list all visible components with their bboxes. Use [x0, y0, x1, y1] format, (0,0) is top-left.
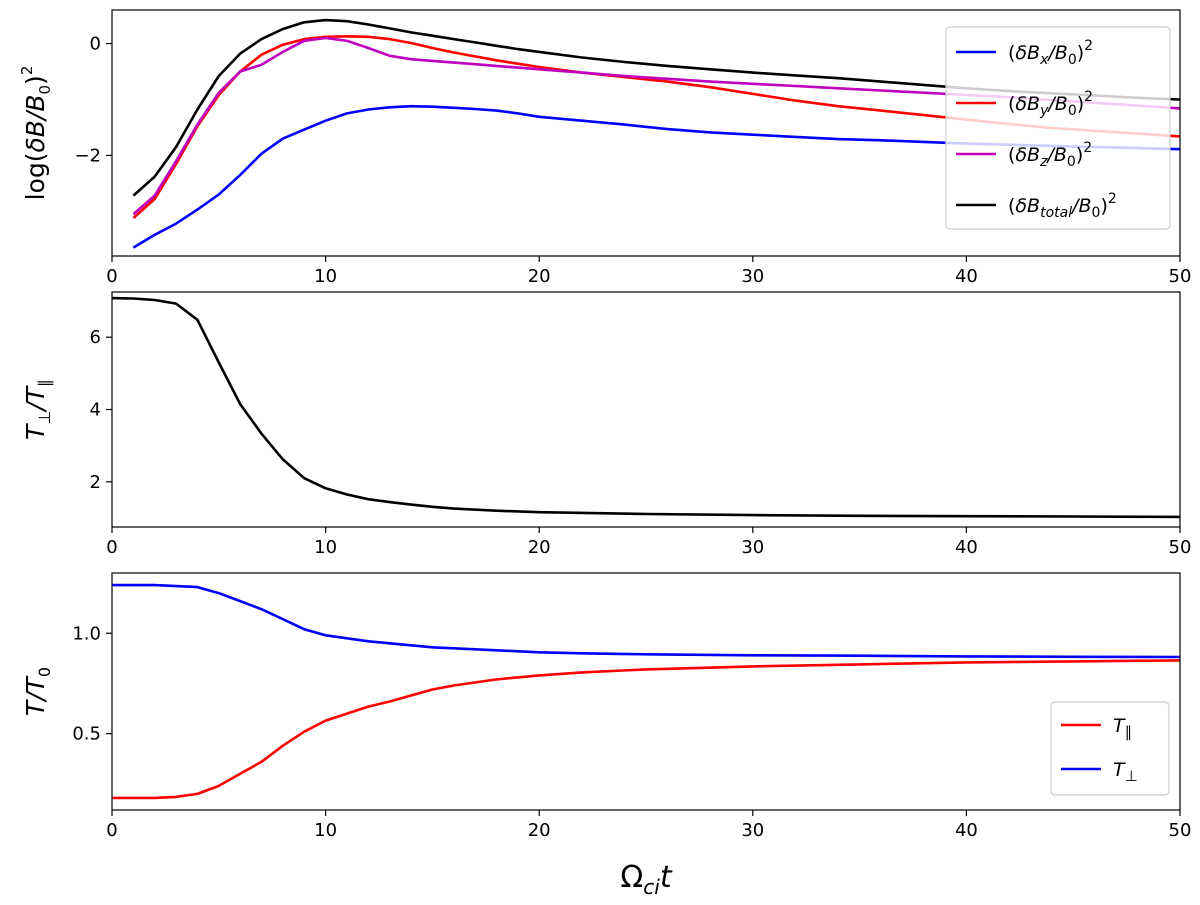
- legend-box: [945, 26, 1171, 230]
- axes-frame: [111, 9, 1181, 257]
- x-tick-label: 40: [955, 820, 978, 841]
- y-tick-label: −2: [74, 145, 101, 166]
- x-tick-label: 0: [106, 537, 117, 558]
- y-tick-label: 4: [90, 400, 101, 421]
- y-axis-label: T⊥/T∥: [21, 379, 54, 440]
- x-tick-label: 30: [741, 537, 764, 558]
- legend-label: (δBx/B0)2: [1008, 38, 1093, 68]
- legend-label: T∥: [1113, 715, 1132, 741]
- series-line-p0-1: [132, 34, 1180, 219]
- x-tick-label: 40: [955, 537, 978, 558]
- x-tick-label: 20: [528, 537, 551, 558]
- subplot-3: 0 10 20 30 40 50 0.5 1.0 T/T0 Ωcit T∥ T⊥: [21, 572, 1192, 899]
- subplot-2: 0 10 20 30 40 50 2 4 6 T⊥/T∥: [21, 291, 1192, 558]
- axes-frame: [111, 572, 1181, 811]
- x-tick-label: 40: [955, 266, 978, 287]
- y-tick-label: 6: [90, 327, 101, 348]
- x-tick-label: 50: [1169, 537, 1192, 558]
- series-line-p2-1: [112, 583, 1180, 659]
- x-tick-label: 20: [528, 820, 551, 841]
- x-tick-label: 30: [741, 820, 764, 841]
- legend: (δBx/B0)2(δBy/B0)2(δBz/B0)2(δBtotal/B0)2: [945, 26, 1171, 230]
- y-tick-label: 2: [90, 472, 101, 493]
- x-tick-label: 10: [314, 537, 337, 558]
- series-line-p1: [112, 296, 1180, 519]
- x-axis-label: Ωcit: [620, 860, 673, 899]
- x-tick-label: 50: [1169, 820, 1192, 841]
- series-line-p0-2: [132, 36, 1180, 216]
- legend-box: [1050, 701, 1170, 796]
- y-tick-label: 0: [90, 34, 101, 55]
- legend-label: T⊥: [1113, 759, 1138, 785]
- x-tick-label: 10: [314, 820, 337, 841]
- subplot-1: 0 10 20 30 40 50 0 −2 log(δB/B0)2 (δBx/B0)2 (δBy/B…: [18, 9, 1192, 287]
- plot-area: [132, 18, 1180, 249]
- x-tick-label: 0: [106, 820, 117, 841]
- series-line-p2-0: [112, 659, 1180, 800]
- legend-label: (δBy/B0)2: [1008, 89, 1093, 119]
- legend: T∥ T⊥: [1050, 701, 1170, 796]
- x-tick-label: 30: [741, 266, 764, 287]
- axes-frame: [111, 291, 1181, 528]
- plot-area: [112, 583, 1180, 800]
- y-axis-label: log(δB/B0)2: [18, 66, 54, 201]
- series-line-p0-3: [132, 18, 1180, 197]
- y-tick-label: 1.0: [72, 623, 101, 644]
- x-tick-label: 0: [106, 266, 117, 287]
- x-tick-label: 20: [528, 266, 551, 287]
- y-tick-label: 0.5: [72, 724, 101, 745]
- x-tick-label: 50: [1169, 266, 1192, 287]
- y-axis-label: T/T0: [21, 667, 54, 716]
- series-line-p0-0: [132, 104, 1180, 249]
- plot-area: [112, 296, 1180, 519]
- legend-label: (δBz/B0)2: [1008, 140, 1092, 170]
- x-tick-label: 10: [314, 266, 337, 287]
